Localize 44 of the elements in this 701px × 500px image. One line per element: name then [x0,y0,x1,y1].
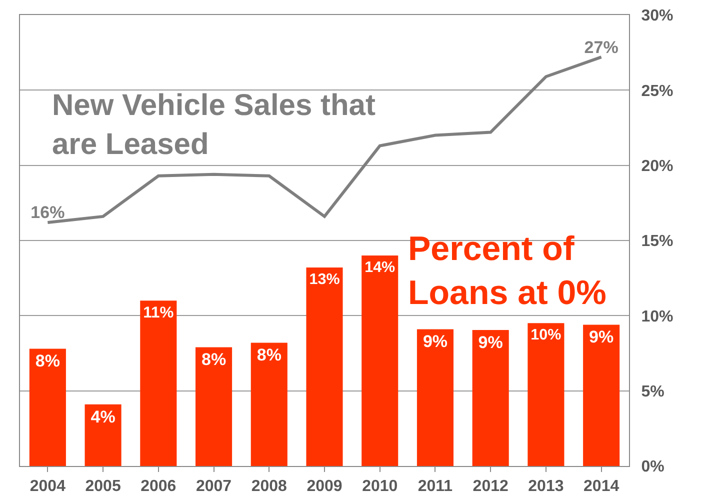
bar [196,347,232,466]
bar [306,268,343,466]
series-label: Percent of Loans at 0% [408,230,606,312]
x-tick-label: 2012 [472,478,508,496]
x-tick-label: 2013 [528,478,564,496]
series-label: New Vehicle Sales that are Leased [52,89,376,161]
x-tick-label: 2005 [85,478,121,496]
data-label: 13% [309,271,340,288]
y-tick-label: 30% [641,8,674,25]
data-label: 4% [90,407,116,426]
data-label: 8% [201,350,226,370]
x-tick-label: 2010 [362,478,398,496]
x-tick-label: 2011 [418,478,453,496]
data-label: 11% [143,304,174,322]
x-tick-label: 2009 [306,478,342,496]
y-tick-label: 20% [641,158,674,175]
y-tick-label: 25% [641,82,674,100]
bar [140,300,177,466]
bar [84,404,122,466]
y-tick-label: 5% [641,383,664,400]
x-tick-label: 2008 [251,478,288,496]
data-label: 16% [30,203,65,222]
data-label: 9% [422,332,448,352]
y-tick-label: 10% [641,308,674,326]
data-label: 27% [584,38,618,57]
data-label: 9% [478,332,503,352]
bar [472,330,509,466]
x-tick-label: 2004 [30,478,66,496]
bar [250,342,288,466]
bar [362,256,398,466]
y-tick-label: 0% [641,458,664,476]
x-tick-label: 2014 [584,478,620,496]
bar [583,324,620,466]
bar [528,323,564,466]
data-label: 14% [364,258,396,276]
data-label: 9% [589,328,614,347]
data-label: 8% [35,352,60,371]
y-tick-label: 15% [641,233,674,250]
x-tick-label: 2007 [196,478,232,496]
data-label: 8% [256,346,282,365]
bar [416,329,454,466]
bar [29,348,66,466]
x-tick-label: 2006 [140,478,176,496]
data-label: 10% [530,326,562,344]
